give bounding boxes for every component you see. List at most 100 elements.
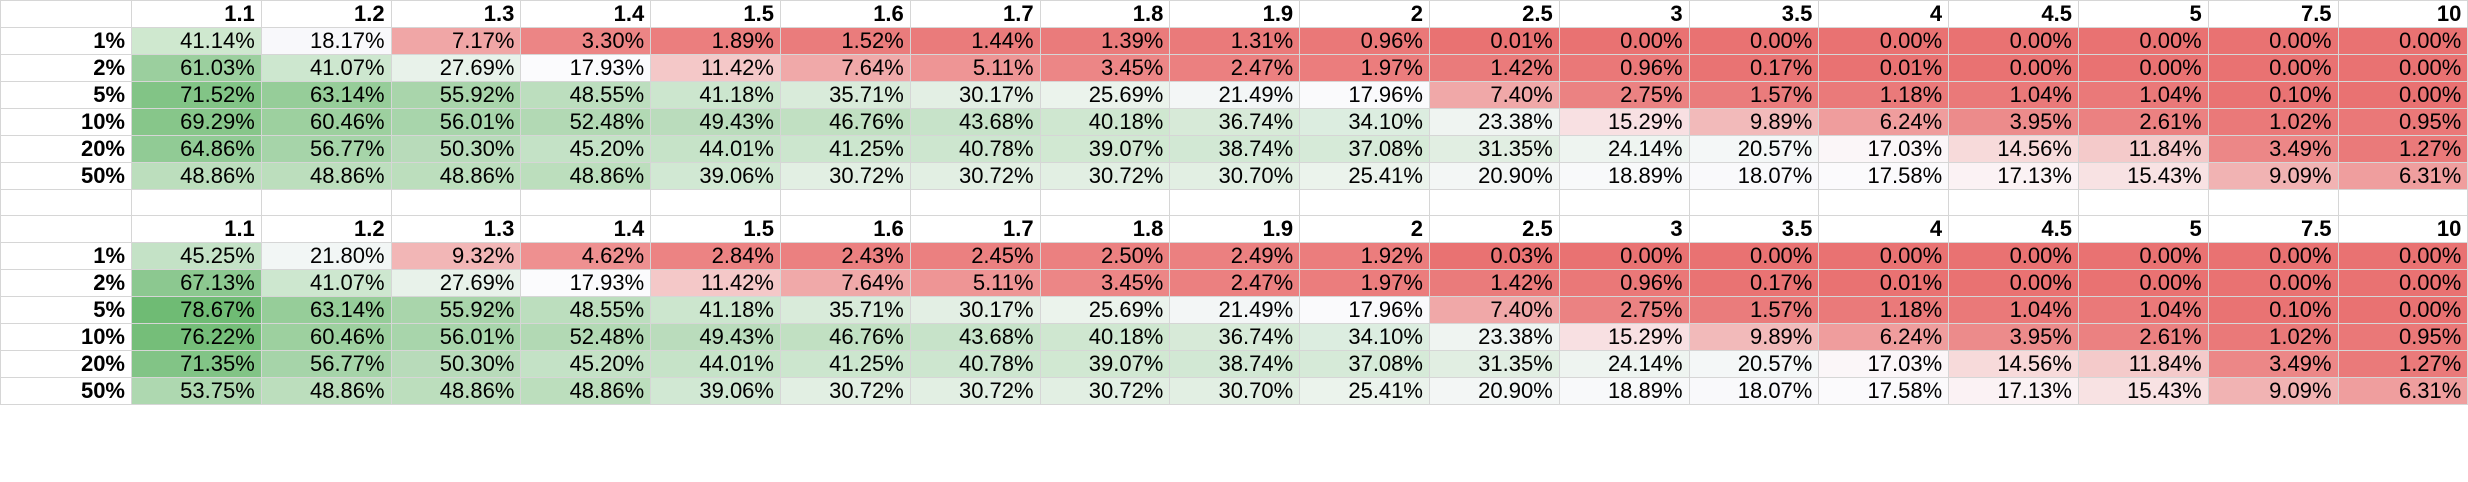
heat-cell[interactable]: 25.69% [1039, 81, 1171, 109]
empty-cell[interactable] [1558, 188, 1690, 217]
column-header[interactable]: 3.5 [1688, 215, 1820, 244]
column-header[interactable]: 5 [2077, 0, 2209, 28]
heat-cell[interactable]: 0.10% [2207, 296, 2339, 325]
heat-cell[interactable]: 6.24% [1818, 323, 1950, 352]
column-header[interactable]: 3 [1558, 0, 1690, 28]
heat-cell[interactable]: 1.04% [1948, 296, 2079, 325]
heat-cell[interactable]: 3.45% [1039, 54, 1171, 82]
row-label[interactable]: 10% [0, 108, 132, 136]
heat-cell[interactable]: 9.89% [1688, 108, 1820, 136]
heat-cell[interactable]: 76.22% [131, 323, 262, 352]
heat-cell[interactable]: 2.61% [2077, 323, 2209, 352]
heat-cell[interactable]: 9.09% [2207, 162, 2339, 190]
column-header[interactable]: 1.4 [520, 215, 652, 244]
column-header[interactable]: 1.7 [909, 215, 1041, 244]
heat-cell[interactable]: 21.49% [1169, 81, 1301, 109]
heat-cell[interactable]: 17.13% [1948, 377, 2079, 406]
column-header[interactable]: 1.7 [909, 0, 1041, 28]
heat-cell[interactable]: 44.01% [650, 350, 781, 379]
heat-cell[interactable]: 41.25% [779, 135, 911, 163]
heat-cell[interactable]: 18.17% [260, 27, 392, 55]
heat-cell[interactable]: 0.00% [2207, 54, 2339, 82]
heat-cell[interactable]: 2.75% [1558, 296, 1690, 325]
row-label[interactable]: 10% [0, 323, 132, 352]
heat-cell[interactable]: 0.00% [1948, 54, 2079, 82]
heat-cell[interactable]: 0.00% [1558, 242, 1690, 271]
heat-cell[interactable]: 9.32% [390, 242, 522, 271]
empty-cell[interactable] [1818, 188, 1950, 217]
heat-cell[interactable]: 38.74% [1169, 135, 1301, 163]
heat-cell[interactable]: 34.10% [1299, 323, 1430, 352]
heat-cell[interactable]: 2.49% [1169, 242, 1301, 271]
heat-cell[interactable]: 2.50% [1039, 242, 1171, 271]
heat-cell[interactable]: 53.75% [131, 377, 262, 406]
heat-cell[interactable]: 38.74% [1169, 350, 1301, 379]
column-header[interactable]: 1.2 [260, 215, 392, 244]
heat-cell[interactable]: 55.92% [390, 81, 522, 109]
heat-cell[interactable]: 41.18% [650, 81, 781, 109]
empty-cell[interactable] [2337, 188, 2468, 217]
heat-cell[interactable]: 1.18% [1818, 81, 1950, 109]
heat-cell[interactable]: 48.86% [131, 162, 262, 190]
heat-cell[interactable]: 18.07% [1688, 162, 1820, 190]
corner-cell[interactable] [0, 215, 132, 244]
column-header[interactable]: 1.8 [1039, 215, 1171, 244]
heat-cell[interactable]: 6.24% [1818, 108, 1950, 136]
heat-cell[interactable]: 0.00% [2337, 269, 2468, 298]
heat-cell[interactable]: 55.92% [390, 296, 522, 325]
heat-cell[interactable]: 45.20% [520, 135, 652, 163]
heat-cell[interactable]: 17.13% [1948, 162, 2079, 190]
empty-cell[interactable] [260, 188, 392, 217]
heat-cell[interactable]: 2.75% [1558, 81, 1690, 109]
heat-cell[interactable]: 78.67% [131, 296, 262, 325]
heat-cell[interactable]: 18.89% [1558, 162, 1690, 190]
column-header[interactable]: 10 [2337, 215, 2468, 244]
heat-cell[interactable]: 48.86% [520, 377, 652, 406]
heat-cell[interactable]: 0.00% [2337, 27, 2468, 55]
heat-cell[interactable]: 0.03% [1428, 242, 1560, 271]
heat-cell[interactable]: 17.58% [1818, 377, 1950, 406]
row-label[interactable]: 5% [0, 81, 132, 109]
row-label[interactable]: 1% [0, 242, 132, 271]
heat-cell[interactable]: 37.08% [1299, 135, 1430, 163]
heat-cell[interactable]: 0.17% [1688, 269, 1820, 298]
heat-cell[interactable]: 43.68% [909, 108, 1041, 136]
heat-cell[interactable]: 39.06% [650, 377, 781, 406]
heat-cell[interactable]: 25.41% [1299, 377, 1430, 406]
heat-cell[interactable]: 17.03% [1818, 350, 1950, 379]
heat-cell[interactable]: 17.03% [1818, 135, 1950, 163]
heat-cell[interactable]: 49.43% [650, 108, 781, 136]
heat-cell[interactable]: 1.02% [2207, 108, 2339, 136]
heat-cell[interactable]: 23.38% [1428, 323, 1560, 352]
column-header[interactable]: 1.6 [779, 215, 911, 244]
heat-cell[interactable]: 0.00% [2077, 54, 2209, 82]
heat-cell[interactable]: 0.00% [1688, 27, 1820, 55]
heat-cell[interactable]: 0.95% [2337, 323, 2468, 352]
heat-cell[interactable]: 0.17% [1688, 54, 1820, 82]
heat-cell[interactable]: 0.00% [1948, 27, 2079, 55]
empty-cell[interactable] [131, 188, 262, 217]
heat-cell[interactable]: 40.78% [909, 350, 1041, 379]
heat-cell[interactable]: 63.14% [260, 296, 392, 325]
heat-cell[interactable]: 60.46% [260, 323, 392, 352]
heat-cell[interactable]: 17.58% [1818, 162, 1950, 190]
heat-cell[interactable]: 9.89% [1688, 323, 1820, 352]
heat-cell[interactable]: 0.00% [2077, 242, 2209, 271]
heat-cell[interactable]: 0.00% [1818, 242, 1950, 271]
column-header[interactable]: 1.1 [131, 0, 262, 28]
heat-cell[interactable]: 11.42% [650, 269, 781, 298]
heat-cell[interactable]: 2.47% [1169, 269, 1301, 298]
column-header[interactable]: 1.5 [650, 0, 781, 28]
heat-cell[interactable]: 40.78% [909, 135, 1041, 163]
heat-cell[interactable]: 1.42% [1428, 269, 1560, 298]
heat-cell[interactable]: 17.96% [1299, 296, 1430, 325]
heat-cell[interactable]: 1.97% [1299, 269, 1430, 298]
heat-cell[interactable]: 64.86% [131, 135, 262, 163]
heat-cell[interactable]: 21.49% [1169, 296, 1301, 325]
heat-cell[interactable]: 3.95% [1948, 323, 2079, 352]
heat-cell[interactable]: 40.18% [1039, 108, 1171, 136]
heat-cell[interactable]: 27.69% [390, 54, 522, 82]
column-header[interactable]: 1.5 [650, 215, 781, 244]
heat-cell[interactable]: 24.14% [1558, 350, 1690, 379]
column-header[interactable]: 1.1 [131, 215, 262, 244]
